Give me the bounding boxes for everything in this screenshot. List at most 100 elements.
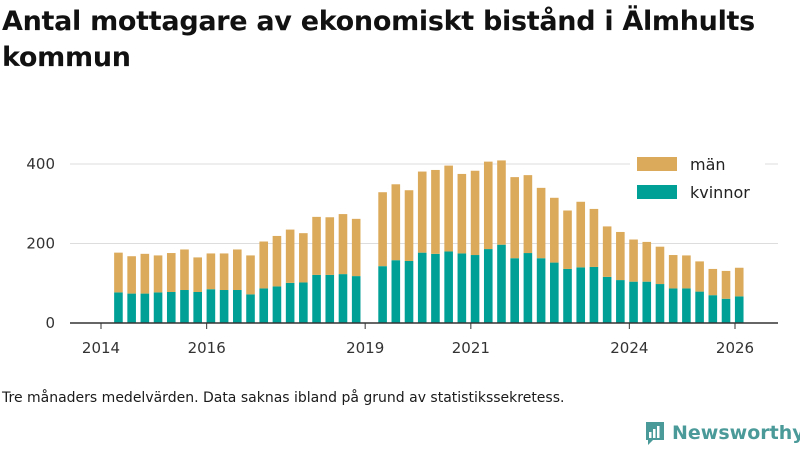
bar-kvinnor-6 bbox=[193, 291, 202, 323]
bar-kvinnor-44 bbox=[708, 295, 718, 323]
bar-man-5 bbox=[180, 249, 189, 291]
x-tick-label-2021: 2021 bbox=[452, 339, 490, 357]
bar-kvinnor-3 bbox=[153, 292, 163, 323]
y-tick-label-200: 200 bbox=[26, 235, 55, 253]
newsworthy-logo-text: Newsworthy bbox=[672, 422, 800, 444]
bar-man-3 bbox=[153, 255, 163, 293]
bar-kvinnor-31 bbox=[536, 258, 546, 323]
bar-kvinnor-28 bbox=[497, 244, 506, 323]
newsworthy-logo-icon bbox=[646, 422, 664, 445]
bar-kvinnor-38 bbox=[629, 281, 638, 323]
bar-kvinnor-29 bbox=[510, 258, 519, 323]
bar-kvinnor-25 bbox=[457, 253, 467, 323]
x-tick-label-2026: 2026 bbox=[716, 339, 754, 357]
bar-man-9 bbox=[233, 249, 242, 291]
bar-man-30 bbox=[523, 175, 533, 254]
bar-man-2 bbox=[140, 253, 150, 294]
bar-man-20 bbox=[391, 184, 401, 261]
bar-kvinnor-39 bbox=[642, 281, 652, 323]
bar-kvinnor-9 bbox=[233, 290, 242, 323]
bar-man-1 bbox=[127, 256, 136, 294]
y-tick-label-400: 400 bbox=[26, 155, 55, 173]
bar-kvinnor-41 bbox=[668, 288, 678, 323]
bar-man-40 bbox=[655, 246, 665, 285]
bar-man-12 bbox=[272, 235, 282, 287]
x-tick-label-2024: 2024 bbox=[610, 339, 648, 357]
bar-man-23 bbox=[431, 169, 440, 254]
bar-kvinnor-43 bbox=[695, 291, 704, 323]
bar-man-10 bbox=[246, 255, 255, 295]
bar-man-39 bbox=[642, 241, 652, 282]
bar-man-34 bbox=[576, 201, 586, 268]
bar-man-44 bbox=[708, 268, 718, 296]
bar-kvinnor-12 bbox=[272, 286, 282, 323]
bar-kvinnor-22 bbox=[417, 252, 427, 323]
bar-kvinnor-16 bbox=[325, 274, 335, 323]
bar-kvinnor-8 bbox=[219, 290, 229, 323]
x-tick-label-2019: 2019 bbox=[346, 339, 384, 357]
bar-kvinnor-27 bbox=[483, 249, 493, 323]
bar-man-29 bbox=[510, 177, 519, 259]
bar-kvinnor-10 bbox=[246, 294, 255, 323]
bar-man-31 bbox=[536, 187, 546, 259]
bar-kvinnor-34 bbox=[576, 267, 586, 323]
bar-man-17 bbox=[338, 214, 348, 275]
bar-man-43 bbox=[695, 261, 704, 292]
bar-man-0 bbox=[114, 252, 123, 293]
bar-man-38 bbox=[629, 239, 638, 282]
bar-kvinnor-21 bbox=[404, 260, 414, 323]
bar-kvinnor-17 bbox=[338, 274, 348, 323]
bar-man-21 bbox=[404, 190, 414, 261]
bar-man-22 bbox=[417, 171, 427, 253]
bar-man-41 bbox=[668, 255, 678, 289]
bar-kvinnor-37 bbox=[616, 280, 625, 323]
legend-swatch-kvinnor bbox=[637, 185, 677, 199]
bar-kvinnor-5 bbox=[180, 290, 189, 323]
bar-man-4 bbox=[166, 253, 176, 292]
bar-kvinnor-45 bbox=[721, 298, 731, 323]
bar-man-33 bbox=[563, 210, 572, 269]
bar-man-45 bbox=[721, 270, 731, 299]
bar-man-28 bbox=[497, 160, 506, 245]
bar-man-14 bbox=[299, 233, 308, 283]
bar-kvinnor-18 bbox=[351, 276, 361, 323]
legend-swatch-man bbox=[637, 157, 677, 171]
bar-man-37 bbox=[616, 231, 625, 281]
bar-kvinnor-32 bbox=[550, 262, 559, 323]
bar-man-6 bbox=[193, 257, 202, 292]
y-tick-label-0: 0 bbox=[45, 314, 55, 332]
bar-man-35 bbox=[589, 208, 599, 267]
newsworthy-logo[interactable]: Newsworthy bbox=[644, 419, 800, 447]
bar-kvinnor-33 bbox=[563, 268, 572, 323]
bar-man-15 bbox=[312, 216, 321, 275]
bar-man-16 bbox=[325, 217, 335, 275]
bar-man-18 bbox=[351, 218, 361, 277]
chart-title: Antal mottagare av ekonomiskt bistånd i … bbox=[2, 6, 755, 73]
bar-man-46 bbox=[734, 267, 744, 297]
bar-man-24 bbox=[444, 165, 453, 252]
bar-kvinnor-0 bbox=[114, 292, 123, 323]
bar-man-32 bbox=[550, 197, 559, 263]
bar-kvinnor-42 bbox=[682, 288, 691, 323]
bar-man-13 bbox=[285, 229, 295, 283]
bar-kvinnor-35 bbox=[589, 266, 599, 323]
x-tick-label-2014: 2014 bbox=[82, 339, 120, 357]
bar-man-26 bbox=[470, 170, 480, 256]
bar-kvinnor-15 bbox=[312, 274, 321, 323]
bar-kvinnor-20 bbox=[391, 260, 401, 323]
legend-label-kvinnor: kvinnor bbox=[690, 183, 750, 202]
bar-man-11 bbox=[259, 241, 269, 289]
bar-kvinnor-30 bbox=[523, 253, 533, 323]
bar-kvinnor-24 bbox=[444, 251, 453, 323]
bar-man-7 bbox=[206, 253, 216, 290]
chart-note: Tre månaders medelvärden. Data saknas ib… bbox=[2, 390, 565, 406]
bar-kvinnor-4 bbox=[166, 291, 176, 323]
x-tick-label-2016: 2016 bbox=[188, 339, 226, 357]
bar-kvinnor-46 bbox=[734, 296, 744, 323]
bar-man-27 bbox=[483, 161, 493, 250]
bar-kvinnor-7 bbox=[206, 289, 216, 323]
bar-man-25 bbox=[457, 173, 467, 254]
bar-kvinnor-13 bbox=[285, 282, 295, 323]
bar-man-8 bbox=[219, 253, 229, 291]
bar-kvinnor-23 bbox=[431, 253, 440, 323]
